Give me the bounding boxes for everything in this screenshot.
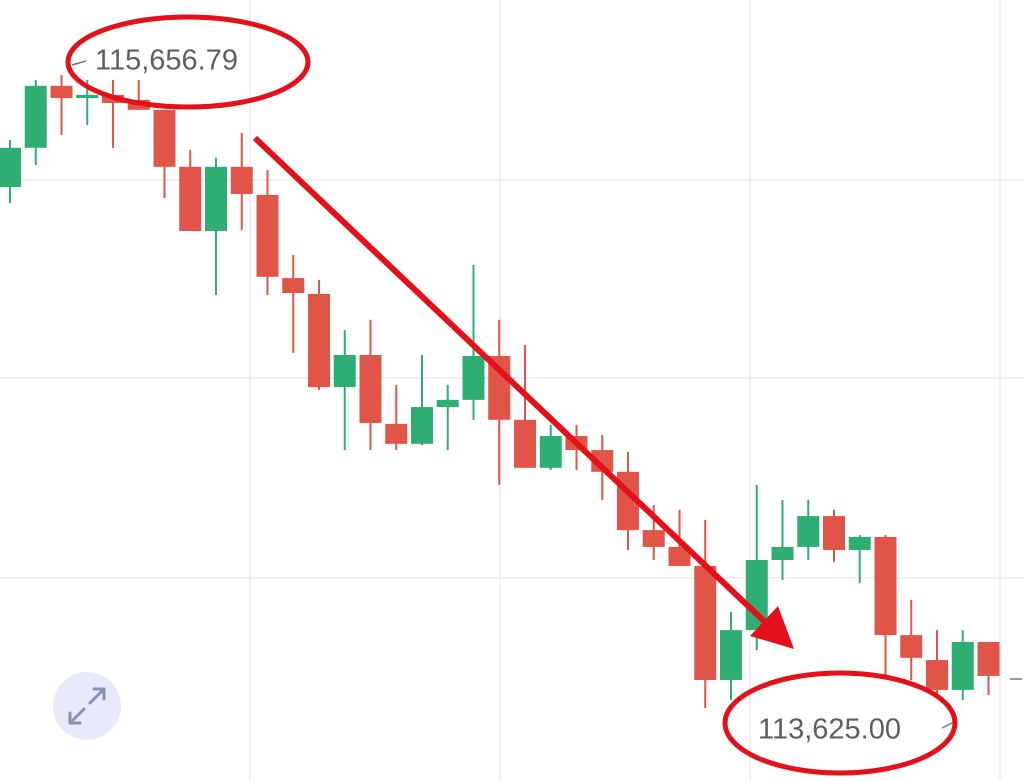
expand-circle[interactable]: [53, 672, 121, 740]
max-price-label: 115,656.79: [95, 45, 238, 77]
label-dash: [71, 60, 87, 66]
candles: [0, 75, 1000, 708]
candle-body: [668, 546, 691, 566]
candle-body: [823, 516, 845, 551]
candle-body: [514, 419, 536, 468]
candle-body: [900, 635, 923, 658]
candle-body: [205, 166, 227, 232]
price-labels: 115,656.79 113,625.00: [71, 45, 957, 746]
candle-body: [848, 536, 871, 551]
candle-body: [179, 166, 202, 232]
candle-body: [76, 94, 99, 98]
candle-body: [385, 423, 408, 444]
trend-arrow: [252, 135, 769, 626]
candle-body: [642, 530, 665, 547]
expand-button[interactable]: [53, 672, 121, 740]
expand-icon[interactable]: [68, 687, 106, 725]
candle-body: [282, 278, 305, 294]
min-price-label: 113,625.00: [758, 714, 901, 746]
candle-body: [694, 565, 717, 680]
candle-body: [436, 399, 459, 408]
candle-body: [230, 166, 253, 194]
candle-body: [951, 641, 974, 690]
candle-body: [0, 147, 21, 188]
candle-body: [50, 85, 73, 98]
candle-body: [462, 355, 485, 400]
candle-body: [771, 546, 794, 561]
annotation-markup: [65, 14, 958, 776]
candle-body: [153, 109, 176, 167]
candle-body: [411, 407, 433, 444]
candle-body: [977, 641, 1000, 676]
candle-body: [359, 355, 382, 423]
candle-body: [874, 536, 897, 636]
highlight-ellipse: [722, 670, 958, 776]
candle-body: [24, 85, 47, 148]
candle-body: [256, 194, 279, 277]
candle-body: [333, 355, 356, 388]
candle-body: [926, 660, 948, 690]
candle-body: [797, 516, 820, 547]
arrow-head: [750, 606, 794, 649]
candle-body: [539, 436, 562, 468]
highlight-ellipse: [65, 14, 311, 110]
candle-body: [720, 630, 742, 680]
candle-body: [308, 293, 330, 388]
